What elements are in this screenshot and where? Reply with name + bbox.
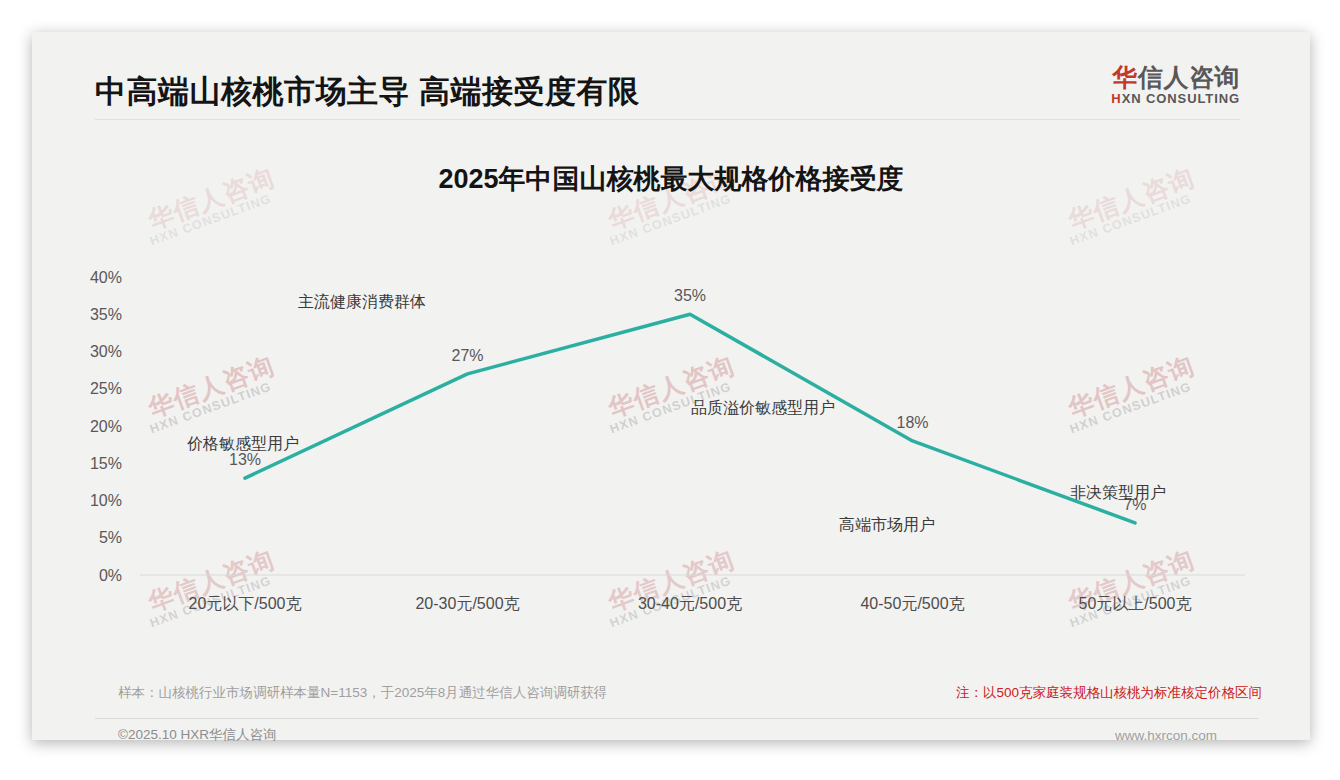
svg-text:品质溢价敏感型用户: 品质溢价敏感型用户: [691, 399, 835, 416]
svg-text:40%: 40%: [90, 269, 122, 286]
svg-text:0%: 0%: [99, 567, 122, 584]
header-divider: [95, 119, 1240, 120]
svg-text:20-30元/500克: 20-30元/500克: [415, 595, 519, 612]
chart-title: 2025年中国山核桃最大规格价格接受度: [32, 161, 1310, 197]
copyright-row: ©2025.10 HXR华信人咨询 www.hxrcon.com: [118, 726, 1217, 744]
svg-text:30-40元/500克: 30-40元/500克: [638, 595, 742, 612]
svg-text:15%: 15%: [90, 455, 122, 472]
brand-logo-chinese: 华信人咨询: [1111, 61, 1240, 94]
svg-text:30%: 30%: [90, 343, 122, 360]
svg-text:35%: 35%: [90, 306, 122, 323]
svg-text:27%: 27%: [451, 347, 483, 364]
svg-text:主流健康消费群体: 主流健康消费群体: [298, 293, 426, 310]
svg-text:35%: 35%: [674, 287, 706, 304]
slide-card: 华信人咨询HXN CONSULTING华信人咨询HXN CONSULTING华信…: [32, 32, 1310, 740]
notes-row: 样本：山核桃行业市场调研样本量N=1153，于2025年8月通过华信人咨询调研获…: [118, 684, 1262, 702]
sample-note: 样本：山核桃行业市场调研样本量N=1153，于2025年8月通过华信人咨询调研获…: [118, 684, 607, 702]
price-basis-note: 注：以500克家庭装规格山核桃为标准核定价格区间: [956, 684, 1262, 702]
svg-text:5%: 5%: [99, 529, 122, 546]
page-title: 中高端山核桃市场主导 高端接受度有限: [95, 71, 640, 113]
svg-text:高端市场用户: 高端市场用户: [839, 516, 935, 533]
svg-text:价格敏感型用户: 价格敏感型用户: [187, 435, 299, 452]
svg-text:18%: 18%: [896, 414, 928, 431]
svg-text:10%: 10%: [90, 492, 122, 509]
website: www.hxrcon.com: [1115, 728, 1217, 743]
svg-text:非决策型用户: 非决策型用户: [1070, 484, 1166, 501]
brand-logo: 华信人咨询 HXN CONSULTING: [1111, 61, 1240, 106]
page: 华信人咨询HXN CONSULTING华信人咨询HXN CONSULTING华信…: [0, 0, 1340, 780]
copyright: ©2025.10 HXR华信人咨询: [118, 726, 277, 744]
footer-divider: [95, 718, 1258, 719]
svg-text:20%: 20%: [90, 418, 122, 435]
line-chart: 0% 5% 10% 15% 20% 25% 30% 35% 40% 20元以下/500克 20-30…: [90, 260, 1250, 620]
svg-text:50元以上/500克: 50元以上/500克: [1079, 595, 1192, 612]
svg-text:25%: 25%: [90, 380, 122, 397]
svg-text:20元以下/500克: 20元以下/500克: [189, 595, 302, 612]
brand-logo-english: HXN CONSULTING: [1111, 91, 1240, 106]
svg-text:40-50元/500克: 40-50元/500克: [860, 595, 964, 612]
svg-text:13%: 13%: [229, 451, 261, 468]
